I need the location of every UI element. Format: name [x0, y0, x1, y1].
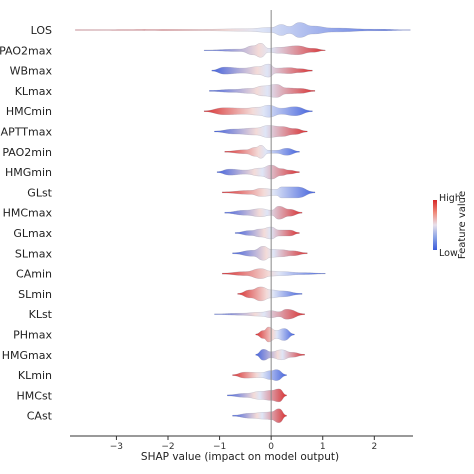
colorbar-gradient [433, 200, 437, 250]
x-tick-label: −1 [213, 442, 226, 452]
colorbar-title: Feature value [457, 191, 468, 259]
violin-glst [221, 186, 316, 199]
violin-phmax [255, 326, 295, 343]
violin-apttmax [214, 125, 308, 138]
feature-label-klst: KLst [29, 308, 53, 321]
feature-label-los: LOS [31, 24, 52, 37]
feature-label-apttmax: APTTmax [1, 126, 53, 139]
violin-wbmax [211, 63, 313, 78]
violin-cast [232, 408, 287, 423]
feature-label-layer: LOS PAO2max WBmax KLmax HMCmin APTTmax PAO2min… [0, 24, 53, 423]
violin-hmcmin [203, 104, 313, 118]
feature-label-hmcmin: HMCmin [6, 105, 52, 118]
feature-label-hmcst: HMCst [17, 389, 53, 402]
feature-label-hmcmax: HMCmax [3, 207, 53, 220]
x-tick-label: 0 [268, 442, 274, 452]
feature-label-slmax: SLmax [15, 247, 53, 260]
colorbar-low-label: Low [439, 248, 458, 259]
violin-hmgmax [255, 349, 305, 361]
feature-label-hmgmin: HMGmin [5, 166, 52, 179]
violin-layer [74, 22, 411, 423]
feature-label-phmax: PHmax [13, 329, 52, 342]
violin-klmax [209, 84, 316, 98]
violin-klmin [232, 369, 287, 381]
violin-glmax [234, 226, 300, 240]
feature-label-hmgmax: HMGmax [2, 349, 53, 362]
feature-label-camin: CAmin [16, 268, 52, 281]
x-axis-label: SHAP value (impact on model output) [141, 451, 339, 463]
feature-label-cast: CAst [27, 410, 53, 423]
feature-label-glmax: GLmax [13, 227, 52, 240]
violin-hmcst [227, 388, 287, 403]
violin-pao2min [224, 145, 300, 159]
x-tick-label: 2 [371, 442, 377, 452]
feature-label-pao2min: PAO2min [2, 146, 52, 159]
violin-hmcmax [224, 205, 303, 220]
violin-slmax [232, 246, 308, 261]
x-tick-label: 1 [320, 442, 326, 452]
violin-klst [214, 308, 305, 320]
feature-label-glst: GLst [27, 186, 52, 199]
violin-slmin [237, 286, 303, 302]
feature-label-wbmax: WBmax [10, 65, 53, 78]
feature-label-slmin: SLmin [18, 288, 52, 301]
feature-label-klmin: KLmin [18, 369, 52, 382]
x-tick-label: −2 [161, 442, 174, 452]
colorbar: High Low Feature value [433, 191, 468, 259]
violin-camin [221, 268, 326, 279]
x-tick-label: −3 [110, 442, 123, 452]
violin-pao2max [203, 43, 326, 58]
colorbar-high-label: High [439, 193, 461, 204]
x-axis: −3 −2 −1 0 1 2 [70, 435, 413, 452]
violin-los [74, 22, 411, 38]
feature-label-klmax: KLmax [15, 85, 53, 98]
feature-label-pao2max: PAO2max [0, 44, 52, 57]
violin-hmgmin [216, 164, 300, 180]
